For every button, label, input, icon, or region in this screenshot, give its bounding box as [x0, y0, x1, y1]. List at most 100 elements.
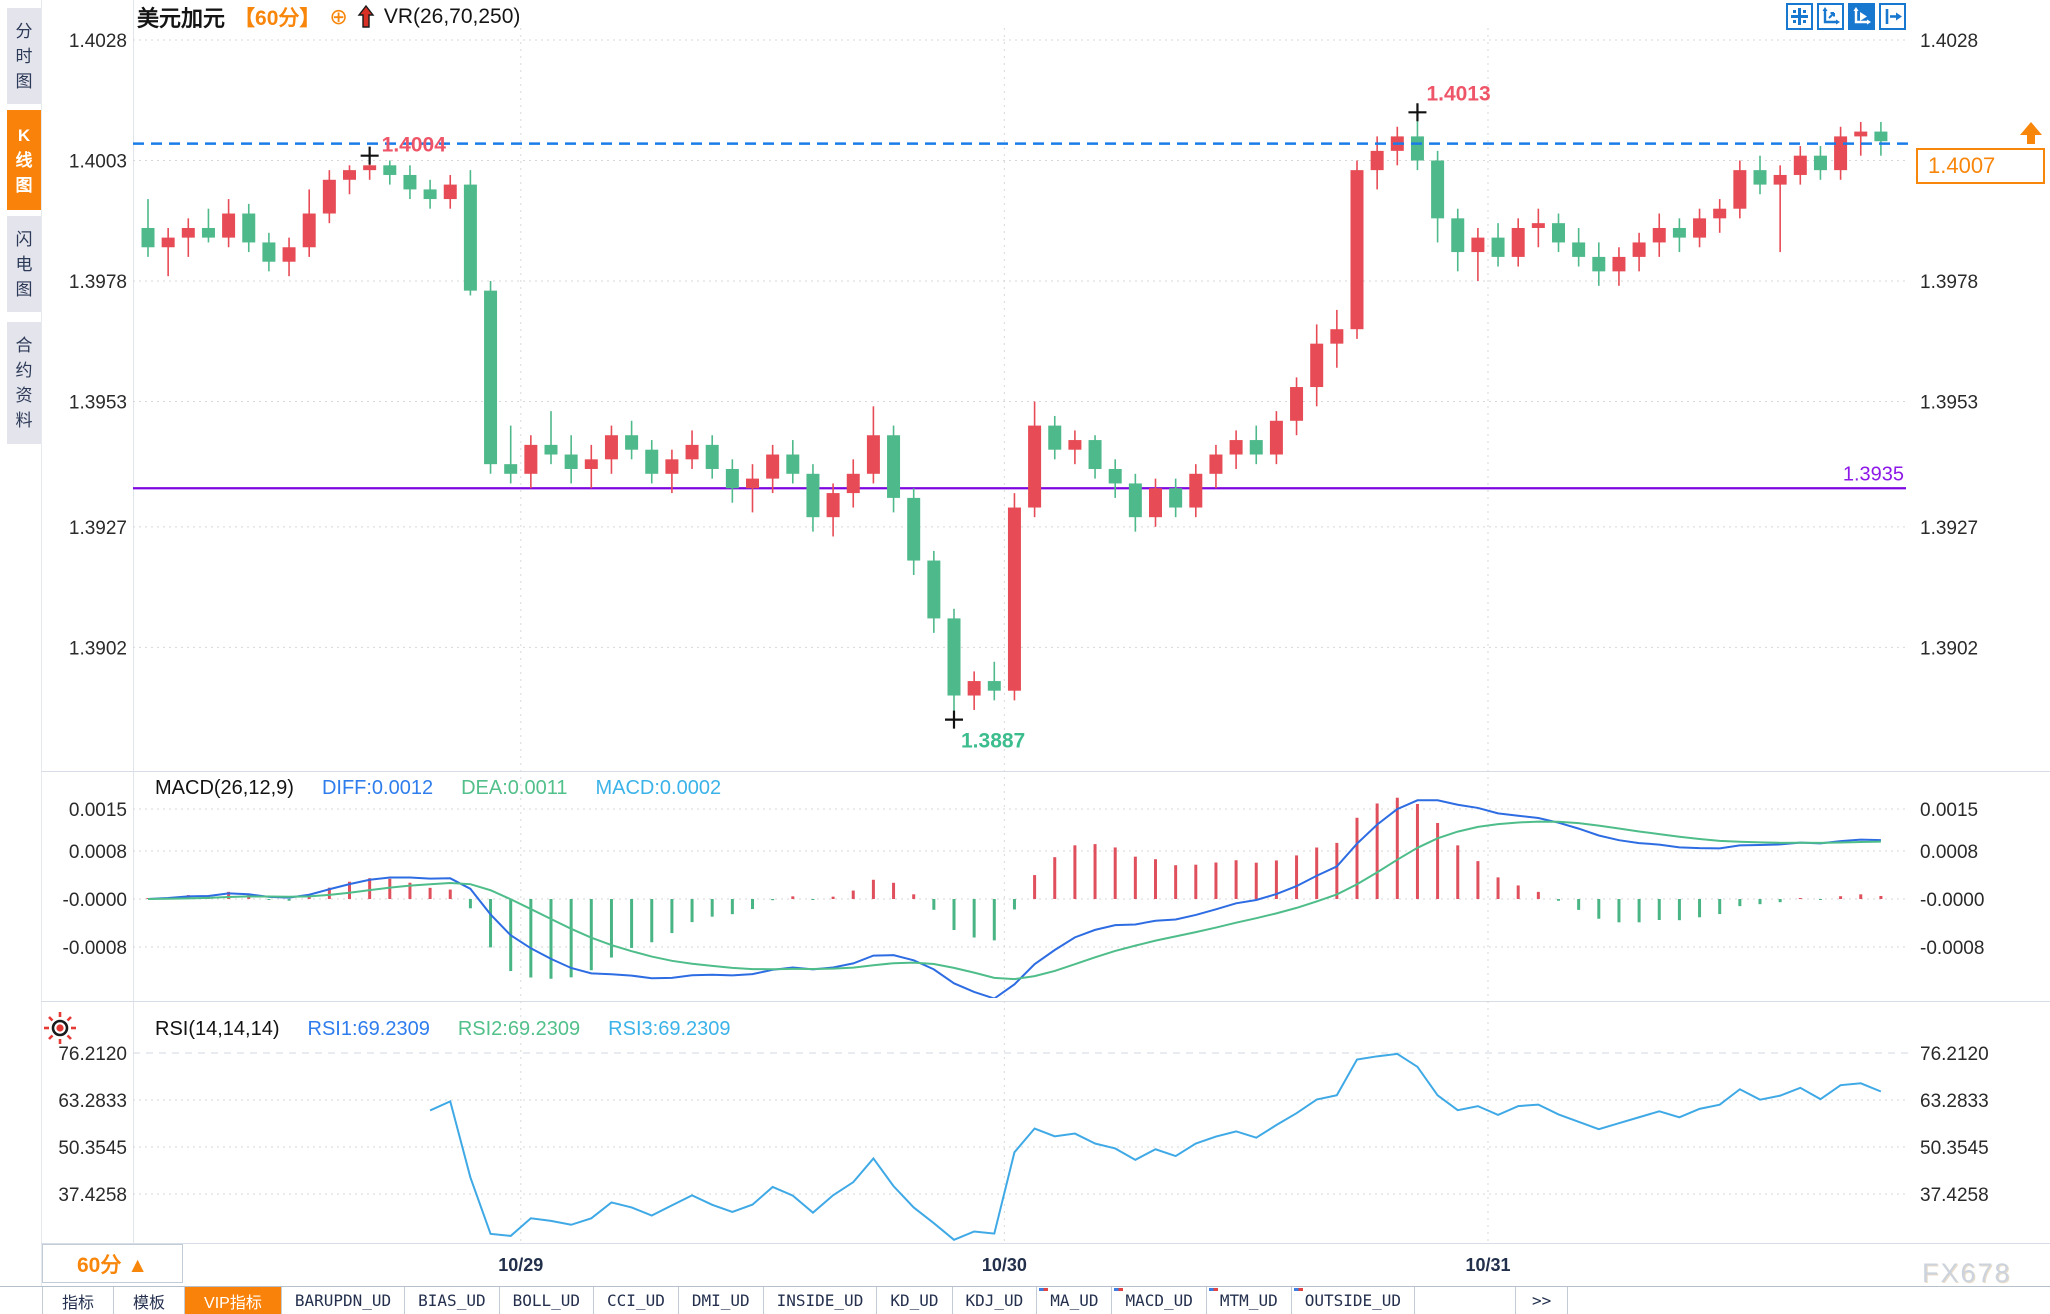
candle[interactable]: [1350, 160, 1364, 339]
candle[interactable]: [967, 671, 981, 710]
candle[interactable]: [907, 488, 921, 576]
crosshair-move-icon[interactable]: [1786, 3, 1813, 30]
bottom-tab-macdud[interactable]: MACD_UD: [1112, 1287, 1207, 1314]
candle[interactable]: [1552, 213, 1565, 253]
bottom-tab-barupdnud[interactable]: BARUPDN_UD: [281, 1287, 406, 1314]
candle[interactable]: [1249, 425, 1263, 465]
candle[interactable]: [826, 483, 840, 537]
candle[interactable]: [746, 464, 759, 513]
candle[interactable]: [1471, 227, 1485, 281]
candle[interactable]: [866, 406, 880, 484]
bottom-tab-[interactable]: 指标: [42, 1287, 115, 1314]
axis-range-icon[interactable]: [1817, 3, 1844, 30]
candle[interactable]: [1007, 493, 1021, 701]
support-line[interactable]: 1.3935: [133, 463, 1906, 490]
candle[interactable]: [282, 237, 296, 277]
candle[interactable]: [443, 174, 457, 209]
indicator-settings-icon[interactable]: [42, 1010, 78, 1051]
candle[interactable]: [1410, 112, 1424, 171]
candle[interactable]: [766, 444, 780, 494]
candle[interactable]: [201, 208, 215, 243]
candle[interactable]: [1088, 435, 1102, 479]
candles[interactable]: [141, 112, 1888, 720]
candle[interactable]: [1108, 459, 1122, 498]
candle[interactable]: [1713, 199, 1727, 233]
candle[interactable]: [1390, 126, 1404, 166]
candle[interactable]: [463, 170, 477, 296]
candle[interactable]: [1874, 121, 1888, 156]
bottom-tab->>[interactable]: >>: [1515, 1287, 1569, 1314]
bottom-tab-biasud[interactable]: BIAS_UD: [405, 1287, 500, 1314]
candle[interactable]: [1310, 324, 1324, 407]
candle[interactable]: [524, 435, 538, 489]
sidebar-tab-1[interactable]: 分时图: [7, 8, 41, 104]
candle[interactable]: [1531, 208, 1545, 248]
candle[interactable]: [1652, 213, 1666, 257]
candle[interactable]: [685, 430, 699, 469]
candle[interactable]: [343, 165, 356, 195]
bottom-tab-cciud[interactable]: CCI_UD: [594, 1287, 679, 1314]
candle[interactable]: [665, 449, 679, 494]
candle[interactable]: [1834, 126, 1848, 180]
candle[interactable]: [1290, 377, 1304, 436]
candle[interactable]: [1511, 218, 1525, 267]
axis-play-icon[interactable]: [1848, 3, 1875, 30]
add-overlay-icon[interactable]: ⊕: [329, 4, 348, 29]
candle[interactable]: [1793, 146, 1807, 185]
candle[interactable]: [504, 425, 518, 484]
bottom-tab-bollud[interactable]: BOLL_UD: [499, 1287, 595, 1314]
candle[interactable]: [1370, 136, 1384, 190]
bottom-tab-outsideud[interactable]: OUTSIDE_UD: [1291, 1287, 1416, 1314]
candle[interactable]: [1169, 478, 1183, 518]
candle[interactable]: [262, 232, 276, 272]
candle[interactable]: [846, 459, 860, 508]
candle[interactable]: [1209, 444, 1223, 489]
bottom-tab-kdud[interactable]: KD_UD: [877, 1287, 953, 1314]
candle[interactable]: [1028, 401, 1042, 518]
candle[interactable]: [181, 218, 195, 257]
candle[interactable]: [564, 435, 578, 484]
candle[interactable]: [1269, 411, 1283, 465]
period-selector[interactable]: 60分 ▲: [42, 1244, 183, 1283]
candle[interactable]: [544, 411, 558, 465]
bottom-tab-vip[interactable]: VIP指标: [185, 1287, 282, 1314]
candle[interactable]: [887, 425, 901, 513]
candle[interactable]: [1753, 155, 1767, 195]
bottom-tab-[interactable]: 模板: [114, 1287, 186, 1314]
candle[interactable]: [625, 420, 639, 460]
candle[interactable]: [141, 199, 155, 257]
bottom-tab-dmiud[interactable]: DMI_UD: [678, 1287, 764, 1314]
bottom-tab-maud[interactable]: MA_UD: [1037, 1287, 1113, 1314]
candle[interactable]: [242, 203, 256, 253]
candle[interactable]: [1189, 464, 1203, 518]
bottom-tab-mtmud[interactable]: MTM_UD: [1206, 1287, 1292, 1314]
candle[interactable]: [1491, 223, 1505, 267]
chart-canvas[interactable]: 10/2910/3010/311.40281.40281.40031.40031…: [0, 0, 2050, 1286]
candle[interactable]: [987, 661, 1001, 701]
candle[interactable]: [1128, 473, 1142, 532]
candle[interactable]: [322, 170, 336, 224]
sidebar-tab-3[interactable]: 闪电图: [7, 216, 41, 312]
candle[interactable]: [1431, 150, 1445, 243]
candle[interactable]: [1854, 121, 1868, 156]
candle[interactable]: [1672, 218, 1686, 253]
candle[interactable]: [604, 425, 618, 474]
candle[interactable]: [584, 444, 598, 489]
candle[interactable]: [1149, 478, 1162, 527]
candle[interactable]: [806, 464, 820, 532]
candle[interactable]: [1733, 160, 1747, 219]
candle[interactable]: [1693, 208, 1707, 248]
candle[interactable]: [1813, 146, 1827, 180]
candle[interactable]: [1612, 247, 1626, 286]
candle[interactable]: [725, 459, 739, 503]
candle[interactable]: [927, 550, 941, 633]
bottom-tab-kdjud[interactable]: KDJ_UD: [952, 1287, 1038, 1314]
candle[interactable]: [161, 227, 175, 277]
candle[interactable]: [947, 608, 961, 720]
bottom-tab-insideud[interactable]: INSIDE_UD: [763, 1287, 878, 1314]
candle[interactable]: [383, 160, 397, 185]
candle[interactable]: [1068, 430, 1082, 465]
exit-scale-icon[interactable]: [1879, 3, 1906, 30]
candle[interactable]: [1330, 309, 1344, 368]
